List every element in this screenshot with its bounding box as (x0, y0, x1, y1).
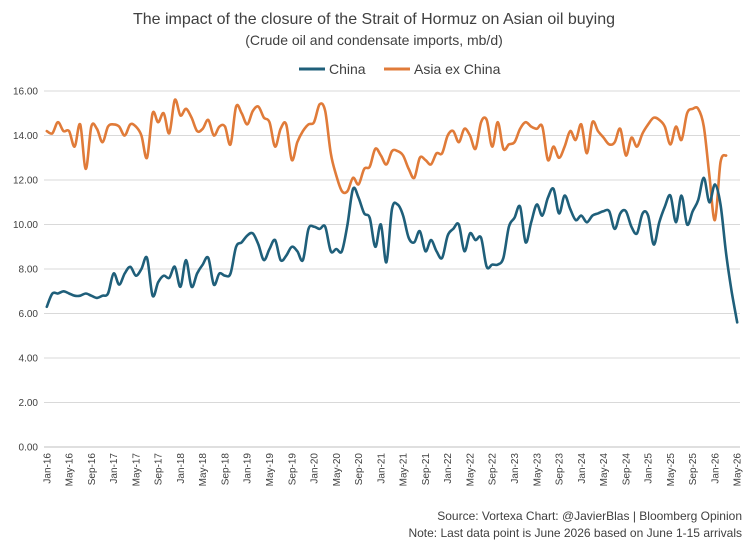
legend: China Asia ex China (299, 61, 501, 77)
y-tick-label: 10.00 (13, 220, 38, 231)
x-tick-label: Sep-19 (287, 453, 298, 486)
x-tick-label: May-22 (465, 453, 476, 487)
x-tick-label: Sep-22 (488, 453, 499, 486)
x-tick-label: May-17 (131, 453, 142, 487)
x-tick-label: May-23 (532, 453, 543, 487)
series-lines (45, 98, 739, 324)
y-tick-label: 0.00 (19, 443, 39, 454)
x-tick-label: Jan-17 (109, 453, 120, 484)
y-tick-label: 4.00 (19, 354, 39, 365)
x-tick-label: Sep-17 (154, 453, 165, 486)
gridlines (44, 90, 740, 448)
x-tick-label: May-18 (198, 453, 209, 487)
x-tick-label: Jan-18 (176, 453, 187, 484)
x-tick-label: May-24 (599, 453, 610, 487)
legend-label-china: China (329, 61, 366, 77)
series-line-china (45, 176, 739, 324)
x-tick-label: Jan-20 (310, 453, 321, 484)
x-tick-label: May-20 (332, 453, 343, 487)
x-tick-label: Sep-20 (354, 453, 365, 486)
x-tick-label: Sep-18 (220, 453, 231, 486)
y-axis-ticks: 0.00 2.00 4.00 6.00 8.00 10.00 12.00 14.00 16.00 (13, 87, 38, 454)
x-tick-label: Jan-25 (644, 453, 655, 484)
x-tick-label: Sep-25 (688, 453, 699, 486)
data-note: Note: Last data point is June 2026 based… (408, 526, 742, 540)
y-tick-label: 8.00 (19, 265, 39, 276)
x-tick-label: Jan-21 (376, 453, 387, 484)
x-tick-label: Jan-23 (510, 453, 521, 484)
x-tick-label: Jan-26 (710, 453, 721, 484)
source-credit: Source: Vortexa Chart: @JavierBlas | Blo… (437, 509, 742, 523)
y-tick-label: 12.00 (13, 176, 38, 187)
y-tick-label: 16.00 (13, 87, 38, 98)
x-axis-ticks: Jan-16 May-16 Sep-16 Jan-17 May-17 Sep-17 Jan-… (42, 453, 743, 487)
y-tick-label: 6.00 (19, 309, 39, 320)
x-tick-label: May-26 (733, 453, 744, 487)
x-tick-label: Jan-19 (243, 453, 254, 484)
series-line-asia-ex-china (45, 98, 728, 222)
x-tick-label: Jan-16 (42, 453, 53, 484)
legend-label-asia-ex-china: Asia ex China (414, 61, 501, 77)
x-tick-label: Sep-21 (421, 453, 432, 486)
x-tick-label: Sep-16 (87, 453, 98, 486)
x-tick-label: Jan-22 (443, 453, 454, 484)
x-tick-label: Jan-24 (577, 453, 588, 484)
x-tick-label: Sep-24 (621, 453, 632, 486)
x-tick-label: May-19 (265, 453, 276, 487)
x-tick-label: Sep-23 (555, 453, 566, 486)
y-tick-label: 14.00 (13, 131, 38, 142)
chart-subtitle: (Crude oil and condensate imports, mb/d) (245, 32, 503, 48)
x-tick-label: May-21 (399, 453, 410, 487)
x-tick-label: May-25 (666, 453, 677, 487)
x-tick-label: May-16 (65, 453, 76, 487)
chart-title: The impact of the closure of the Strait … (133, 11, 615, 28)
y-tick-label: 2.00 (19, 398, 39, 409)
